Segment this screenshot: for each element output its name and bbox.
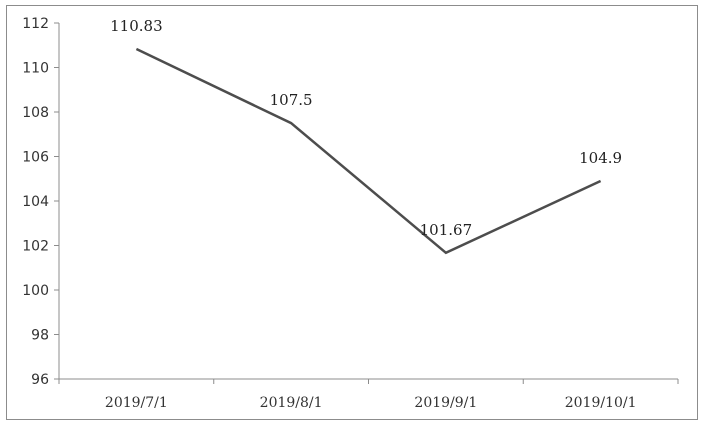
series-line bbox=[135, 47, 602, 255]
data-label: 107.5 bbox=[270, 91, 313, 109]
x-tick-label: 2019/8/1 bbox=[260, 395, 323, 411]
x-tick-label: 2019/10/1 bbox=[565, 395, 637, 411]
y-tick-label: 104 bbox=[22, 194, 49, 210]
y-axis: 96 98 100 102 104 106 108 110 112 bbox=[22, 16, 60, 388]
data-label: 101.67 bbox=[420, 221, 473, 239]
x-axis: 2019/7/1 2019/8/1 2019/9/1 2019/10/1 bbox=[58, 378, 679, 411]
data-label: 110.83 bbox=[110, 17, 163, 35]
y-tick-label: 102 bbox=[22, 239, 49, 255]
data-labels: 110.83 107.5 101.67 104.9 bbox=[110, 17, 622, 239]
y-tick-label: 110 bbox=[22, 61, 49, 77]
x-tick-label: 2019/7/1 bbox=[105, 395, 168, 411]
y-tick-label: 112 bbox=[22, 16, 49, 32]
y-tick-label: 100 bbox=[22, 283, 49, 299]
y-tick-label: 108 bbox=[22, 105, 49, 121]
x-tick-label: 2019/9/1 bbox=[414, 395, 477, 411]
chart-frame bbox=[6, 5, 698, 420]
data-label: 104.9 bbox=[579, 149, 622, 167]
y-tick-label: 106 bbox=[22, 150, 49, 166]
y-tick-label: 98 bbox=[31, 328, 49, 344]
series-group bbox=[135, 47, 602, 255]
y-tick-label: 96 bbox=[31, 372, 49, 388]
